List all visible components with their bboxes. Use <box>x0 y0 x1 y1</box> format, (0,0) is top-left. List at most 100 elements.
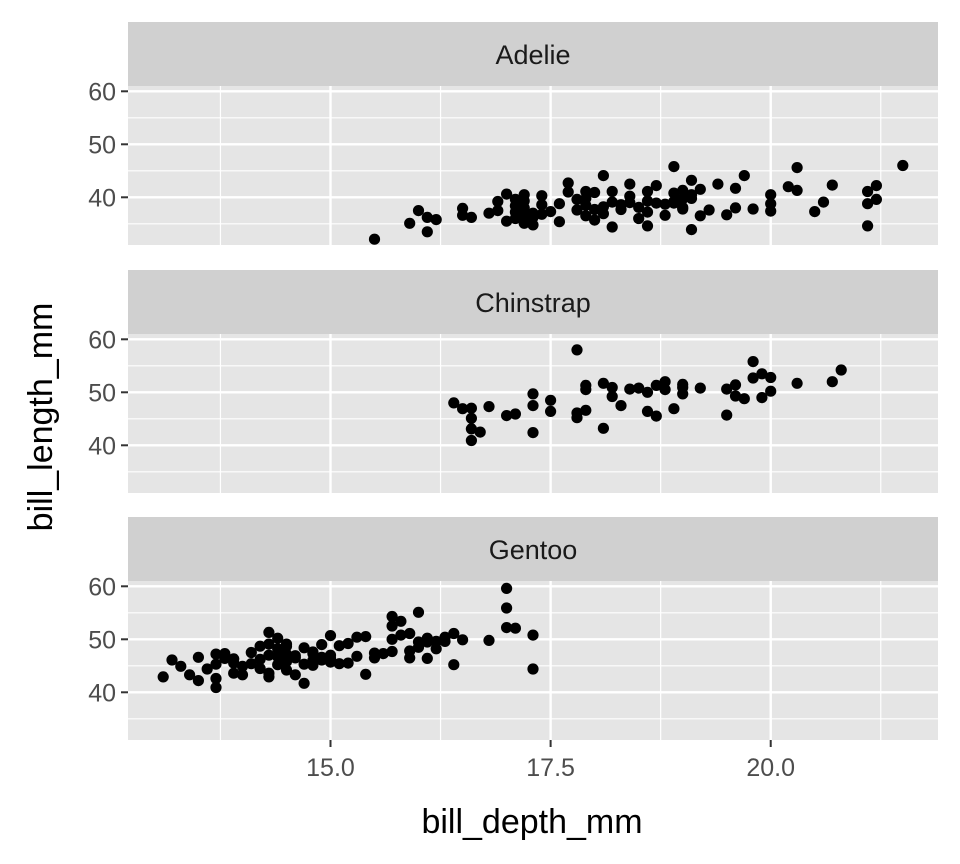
data-point <box>509 408 521 420</box>
data-point <box>254 640 266 652</box>
data-point <box>386 620 398 632</box>
data-point <box>412 606 425 618</box>
data-point <box>571 193 583 205</box>
data-point <box>685 189 698 201</box>
facet-strip-label: Gentoo <box>489 535 578 565</box>
data-point <box>280 664 293 676</box>
data-point <box>650 180 662 192</box>
data-point <box>729 202 742 214</box>
data-point <box>536 190 548 202</box>
data-point <box>395 615 407 627</box>
data-point <box>685 174 698 186</box>
data-point <box>501 188 513 200</box>
data-point <box>263 626 275 639</box>
data-point <box>703 204 715 216</box>
data-point <box>430 214 442 226</box>
data-point <box>483 207 495 219</box>
data-point <box>368 233 381 245</box>
data-point <box>624 178 636 190</box>
data-point <box>562 177 574 189</box>
data-point <box>571 204 583 216</box>
data-point <box>677 184 689 196</box>
data-point <box>606 185 618 198</box>
data-point <box>272 643 284 655</box>
data-point <box>870 193 883 205</box>
data-point <box>509 193 521 205</box>
x-tick-label: 17.5 <box>526 754 575 782</box>
data-point <box>333 640 345 652</box>
data-point <box>545 394 557 406</box>
data-point <box>615 203 627 216</box>
data-point <box>677 193 689 205</box>
data-point <box>386 633 398 645</box>
data-point <box>624 197 636 209</box>
y-tick-label: 40 <box>88 432 116 460</box>
data-point <box>360 668 372 680</box>
facet-gentoo: Gentoo 40 50 60 <box>88 517 938 740</box>
data-point <box>721 383 733 395</box>
data-point <box>862 198 874 210</box>
panel-background <box>128 334 938 493</box>
data-point <box>263 667 275 679</box>
facet-strip <box>128 22 938 86</box>
data-point <box>721 409 733 421</box>
data-point <box>606 390 618 403</box>
data-point <box>553 216 566 228</box>
data-point <box>862 220 874 232</box>
data-point <box>738 170 750 182</box>
data-point <box>659 209 671 221</box>
data-point <box>694 382 706 394</box>
data-point <box>518 195 530 207</box>
data-point <box>457 209 469 221</box>
data-point <box>677 388 689 400</box>
data-point <box>659 198 671 210</box>
facet-strip-label: Adelie <box>495 40 570 70</box>
data-point <box>791 184 803 196</box>
data-point <box>791 377 803 389</box>
data-point <box>360 631 372 643</box>
data-point <box>236 660 249 672</box>
data-point <box>465 434 477 447</box>
data-point <box>254 653 266 666</box>
data-point <box>236 669 249 681</box>
data-point <box>421 211 433 223</box>
data-point <box>509 206 521 218</box>
data-point <box>782 181 794 193</box>
data-point <box>791 162 803 174</box>
data-point <box>685 224 698 236</box>
data-point <box>580 379 592 391</box>
x-axis: 15.0 17.5 20.0 <box>306 740 795 782</box>
data-point <box>589 214 601 226</box>
facet-strip-label: Chinstrap <box>475 288 591 318</box>
data-point <box>729 182 742 194</box>
data-point <box>527 211 539 223</box>
data-point <box>826 179 838 191</box>
data-point <box>765 385 777 397</box>
data-point <box>210 648 222 660</box>
data-point <box>324 652 337 665</box>
data-point <box>351 650 363 662</box>
data-point <box>729 379 742 391</box>
data-point <box>448 659 460 671</box>
data-point <box>606 381 618 394</box>
data-point <box>747 203 759 215</box>
data-point <box>817 196 830 208</box>
data-point <box>254 662 266 675</box>
data-point <box>509 622 521 634</box>
data-point <box>412 205 425 217</box>
facet-strip <box>128 270 938 334</box>
data-point <box>677 378 689 390</box>
data-point <box>677 203 689 215</box>
data-point <box>333 658 345 670</box>
y-tick-label: 50 <box>88 379 116 407</box>
data-point <box>641 206 654 218</box>
data-point <box>641 405 654 417</box>
data-point <box>721 209 733 221</box>
data-point <box>650 410 662 422</box>
data-point <box>641 220 654 232</box>
data-point <box>483 634 495 647</box>
data-point <box>633 382 645 394</box>
data-point <box>457 634 469 646</box>
data-point <box>439 631 451 643</box>
